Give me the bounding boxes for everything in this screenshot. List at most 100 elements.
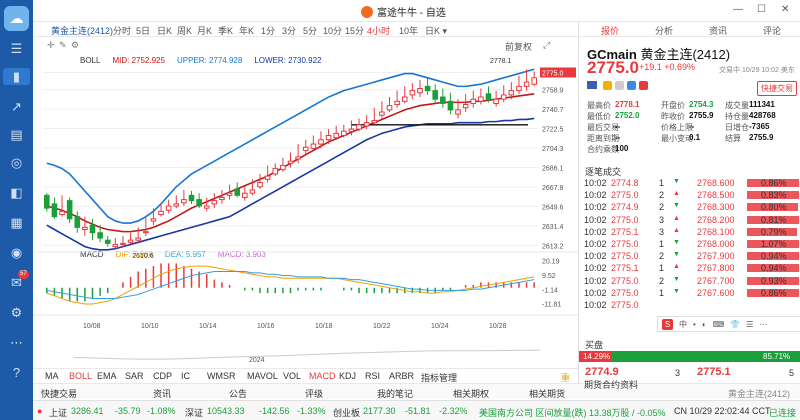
contract-info-label[interactable]: 期货合约资料 [584,380,639,390]
tab-quote[interactable]: 报价 [601,26,620,36]
tab-weekly[interactable]: 周K [177,26,193,36]
tick-row[interactable]: 10:02 2775.0 1 ▼ 2767.600 0.86% [579,287,800,299]
sogou-icon[interactable]: S [662,318,673,330]
indicator-tab-ema[interactable]: EMA [97,371,117,381]
tab-comments[interactable]: 评论 [763,26,782,36]
ime-more-icon[interactable]: ⋯ [759,319,768,329]
note-icon[interactable] [627,81,636,90]
tab-3min[interactable]: 3分 [282,26,297,36]
market-chart-icon[interactable]: ▮ [3,68,30,85]
indicator-icon[interactable]: ⚙ [71,40,80,50]
ime-punct-icon[interactable]: • [693,319,696,329]
news-icon[interactable]: ▦ [10,215,23,230]
more-icon[interactable]: ⋯ [10,335,23,350]
minimize-icon[interactable]: — [733,4,743,15]
trend-icon[interactable]: ↗ [11,99,22,114]
news-ticker[interactable]: 美国南方公司 区间放量(跌) 13.38万股 / -0.05% [479,408,666,418]
news-tab-3[interactable]: 评级 [305,389,324,399]
ime-keyboard-icon[interactable]: ⌨ [712,319,725,329]
indicator-tab-mavol[interactable]: MAVOL [247,371,278,381]
ime-lang[interactable]: 中 [679,319,687,329]
sz-value[interactable]: 10543.33 [207,406,245,416]
watchlist-icon[interactable]: ☰ [10,41,23,56]
price-chart[interactable]: 2775.0 2758.9 2740.7 2722.5 2704.3 2686.1 2667… [33,53,578,368]
tab-analysis[interactable]: 分析 [655,26,674,36]
tick-row[interactable]: 10:02 2775.0 3 ▲ 2768.200 0.81% [579,214,800,226]
boll-name[interactable]: BOLL [80,56,101,65]
community-icon[interactable]: ◉ [10,245,23,260]
cy-value[interactable]: 2177.30 [363,406,396,416]
indicator-tab-arbr[interactable]: ARBR [389,371,415,381]
trade-icon[interactable]: ▤ [10,127,23,142]
app-logo-icon[interactable]: ☁ [4,6,29,31]
expand-icon[interactable]: ⤢ [543,40,551,50]
close-icon[interactable]: ✕ [781,4,790,15]
tab-5day[interactable]: 5日 [136,26,151,36]
indicator-tab-vol[interactable]: VOL [283,371,302,381]
tab-5min[interactable]: 5分 [303,26,318,36]
tick-row[interactable]: 10:02 2775.1 1 ▲ 2767.800 0.94% [579,262,800,274]
indicator-tab-ic[interactable]: IC [181,371,190,381]
quick-trade-button[interactable]: 快捷交易 [757,81,797,96]
tab-yearly[interactable]: 年K [239,26,255,36]
indicator-tab-cdp[interactable]: CDP [153,371,173,381]
indicator-tab-wmsr[interactable]: WMSR [207,371,236,381]
tick-row[interactable]: 10:02 2775.0 2 ▼ 2767.700 0.93% [579,275,800,287]
tab-monthly[interactable]: 月K [197,26,213,36]
tick-row[interactable]: 10:02 2775.0 [579,299,800,311]
ime-menu-icon[interactable]: ☰ [746,319,754,329]
maximize-icon[interactable]: ☐ [757,4,766,15]
alert-icon[interactable] [603,81,612,90]
tick-row[interactable]: 10:02 2774.9 2 ▼ 2768.300 0.80% [579,201,800,213]
indicator-tab-ma[interactable]: MA [45,371,59,381]
tick-row[interactable]: 10:02 2775.0 2 ▼ 2767.900 0.94% [579,250,800,262]
portfolio-icon[interactable]: ◧ [10,185,23,200]
news-tab-5[interactable]: 相关期权 [453,389,490,399]
tick-row[interactable]: 10:02 2775.0 1 ▼ 2768.000 1.07% [579,238,800,250]
news-tab-2[interactable]: 公告 [229,389,248,399]
ime-skin-icon[interactable]: 👕 [730,319,741,329]
tab-15min[interactable]: 15分 [345,26,365,36]
message-icon[interactable]: ✉ [11,275,22,290]
tab-news[interactable]: 资讯 [709,26,728,36]
share-icon[interactable] [615,81,624,90]
favorite-icon[interactable] [639,81,648,90]
tab-dropdown[interactable]: 日K ▾ [425,26,448,36]
indicator-tab-rsi[interactable]: RSI [365,371,381,381]
depth-bar [747,227,797,236]
tab-1min[interactable]: 1分 [261,26,276,36]
down-arrow-icon: ▼ [673,239,680,246]
indicator-tab-macd[interactable]: MACD [309,371,336,381]
news-tab-6[interactable]: 相关期货 [529,389,566,399]
discover-icon[interactable]: ◎ [10,155,23,170]
indicator-tab-kdj[interactable]: KDJ [339,371,357,381]
tick-v: 1 [659,239,665,249]
tick-row[interactable]: 10:02 2775.1 3 ▲ 2768.100 0.79% [579,226,800,238]
tab-daily[interactable]: 日K [157,26,173,36]
ime-mood-icon[interactable]: ◐ [701,319,707,329]
tab-4hour[interactable]: 4小时 [367,26,391,36]
tab-10year[interactable]: 10年 [399,26,419,36]
draw-icon[interactable]: ✎ [59,40,67,50]
bid-price[interactable]: 2774.9 [585,366,619,378]
ask-price[interactable]: 2775.1 [697,366,731,378]
sh-value[interactable]: 3286.41 [71,406,104,416]
instrument-label[interactable]: 黄金主连(2412) [51,26,114,36]
macd-name[interactable]: MACD [80,250,104,259]
news-tab-4[interactable]: 我的笔记 [377,389,414,399]
indicator-tab-boll[interactable]: BOLL [69,371,93,381]
crosshair-icon[interactable]: ✛ [47,40,55,50]
tab-timeshare[interactable]: 分时 [113,26,132,36]
settings-icon[interactable]: ⚙ [10,305,23,320]
adjust-price-button[interactable]: 前复权 [505,42,533,52]
help-icon[interactable]: ? [12,365,21,380]
stat-label: 成交量 [725,101,749,110]
indicator-tab-sar[interactable]: SAR [125,371,144,381]
tab-quarterly[interactable]: 季K [218,26,234,36]
news-tab-1[interactable]: 资讯 [153,389,172,399]
tab-10min[interactable]: 10分 [323,26,343,36]
tick-row[interactable]: 10:02 2774.8 1 ▼ 2768.600 0.86% [579,177,800,189]
news-tab-0[interactable]: 快捷交易 [41,389,78,399]
tick-row[interactable]: 10:02 2775.0 2 ▲ 2768.500 0.83% [579,189,800,201]
indicator-tab-指标管理[interactable]: 指标管理 [421,373,458,383]
